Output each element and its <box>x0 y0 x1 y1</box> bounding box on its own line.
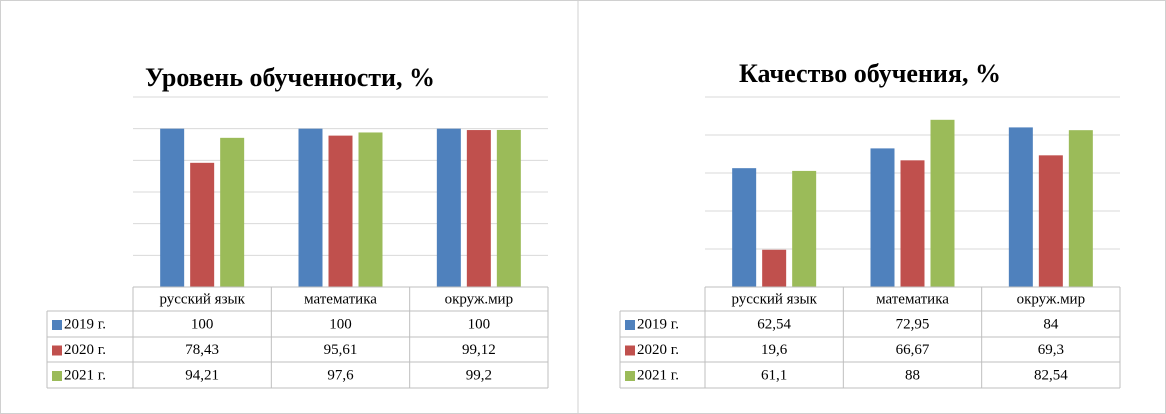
bar <box>220 137 245 287</box>
table-value: 66,67 <box>896 342 930 358</box>
bar <box>732 168 757 287</box>
table-value: 78,43 <box>185 342 219 358</box>
bar <box>1008 127 1033 288</box>
legend-swatch <box>625 345 635 356</box>
table-value: 62,54 <box>757 316 791 332</box>
table-value: 100 <box>191 316 214 332</box>
bar <box>1038 155 1063 287</box>
bar <box>436 128 461 287</box>
legend-label: 2021 г. <box>64 367 106 383</box>
bar <box>496 129 521 287</box>
category-label: окруж.мир <box>1017 291 1086 307</box>
chart-title: Качество обучения, % <box>739 59 1001 88</box>
table-value: 82,54 <box>1034 367 1068 383</box>
bar <box>1068 130 1093 287</box>
table-value: 61,1 <box>761 367 787 383</box>
table-value: 88 <box>905 367 920 383</box>
table-value: 100 <box>468 316 491 332</box>
table-value: 95,61 <box>324 342 358 358</box>
bar <box>160 128 185 287</box>
table-value: 19,6 <box>761 342 788 358</box>
table-value: 97,6 <box>327 367 354 383</box>
table-value: 99,2 <box>466 367 492 383</box>
bar <box>298 128 323 287</box>
table-value: 69,3 <box>1038 342 1064 358</box>
table-value: 84 <box>1043 316 1059 332</box>
bar <box>930 119 955 287</box>
table-value: 72,95 <box>896 316 930 332</box>
legend-label: 2021 г. <box>637 367 679 383</box>
legend-label: 2020 г. <box>637 342 679 358</box>
bar <box>762 249 787 287</box>
legend-swatch <box>52 371 62 381</box>
legend-label: 2020 г. <box>64 342 106 358</box>
bar <box>466 130 491 287</box>
bar <box>358 132 383 287</box>
bar <box>870 148 895 287</box>
category-label: русский язык <box>731 291 817 307</box>
category-label: русский язык <box>159 291 245 307</box>
category-label: математика <box>304 291 377 307</box>
table-value: 100 <box>329 316 352 332</box>
category-label: математика <box>876 291 949 307</box>
bar <box>190 162 215 287</box>
legend-swatch <box>52 345 62 356</box>
legend-swatch <box>625 320 635 330</box>
table-value: 94,21 <box>185 367 219 383</box>
legend-swatch <box>625 371 635 381</box>
bar <box>328 135 353 287</box>
table-value: 99,12 <box>462 342 496 358</box>
bar <box>792 170 817 287</box>
bar <box>900 160 925 287</box>
category-label: окруж.мир <box>445 291 514 307</box>
legend-label: 2019 г. <box>637 316 679 332</box>
legend-label: 2019 г. <box>64 316 106 332</box>
legend-swatch <box>52 320 62 330</box>
chart-title: Уровень обученности, % <box>145 63 435 92</box>
